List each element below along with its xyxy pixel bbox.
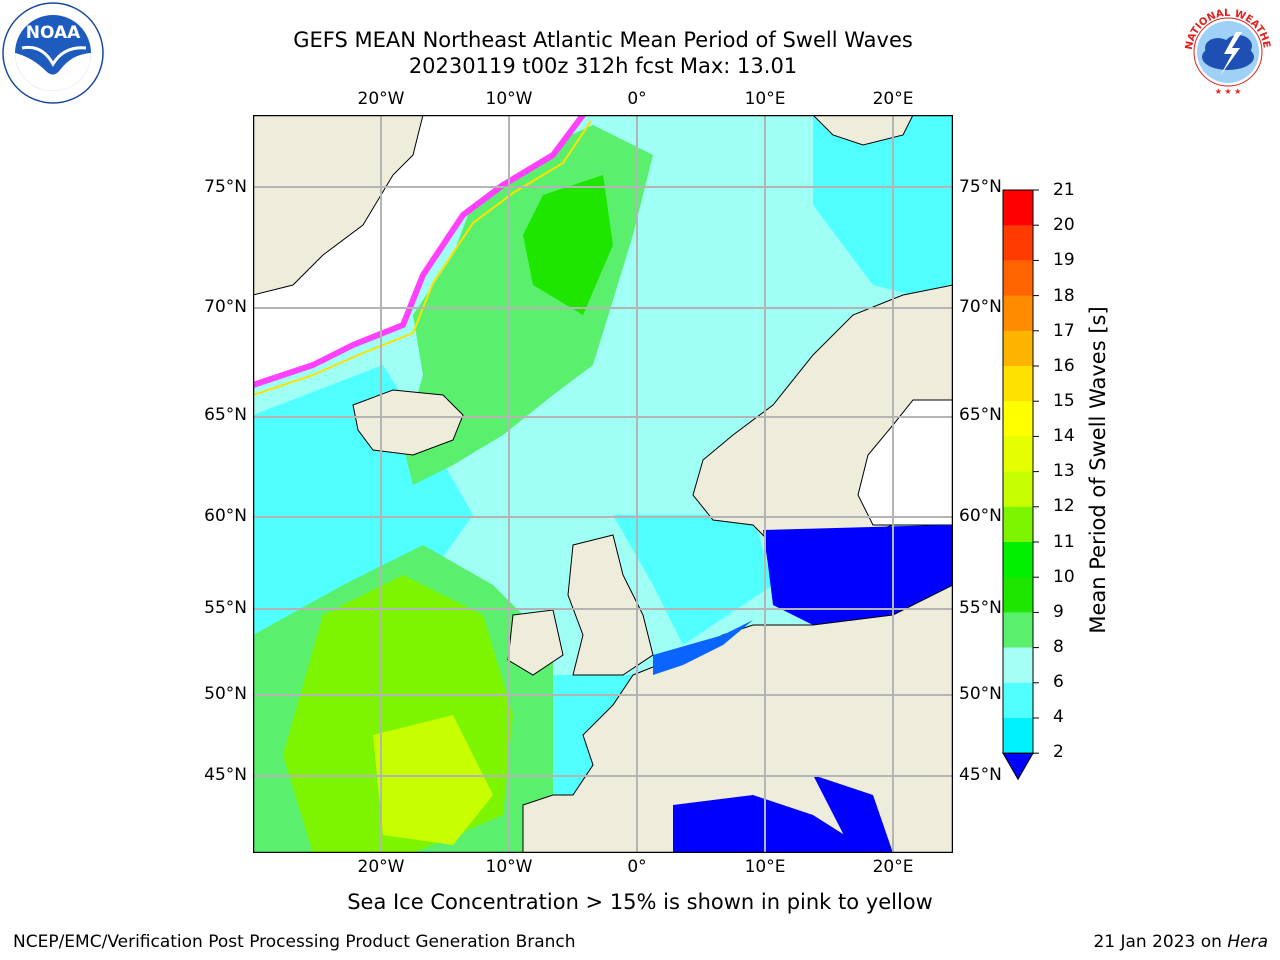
colorbar-band xyxy=(1003,506,1033,543)
colorbar-band xyxy=(1003,225,1033,261)
colorbar-band xyxy=(1003,366,1033,402)
colorbar-band xyxy=(1003,330,1033,367)
ocean-field-yellowgreen xyxy=(373,715,493,845)
ice-edge xyxy=(253,115,586,388)
lat-label-right: 65°N xyxy=(959,405,1002,425)
colorbar-band xyxy=(1003,295,1033,332)
colorbar-tick: 20 xyxy=(1053,215,1075,235)
lat-label-right: 50°N xyxy=(959,684,1002,704)
noaa-logo: NOAA xyxy=(2,2,104,104)
colorbar-tick: 9 xyxy=(1053,602,1064,622)
colorbar-tick: 15 xyxy=(1053,391,1075,411)
lon-label-bottom: 20°W xyxy=(357,857,405,877)
svg-text:★ ★ ★: ★ ★ ★ xyxy=(1215,87,1242,96)
lat-label-right: 75°N xyxy=(959,177,1002,197)
colorbar-band xyxy=(1003,682,1033,719)
colorbar-band xyxy=(1003,260,1033,297)
colorbar-extend xyxy=(1002,752,1034,781)
sea-adriatic xyxy=(813,775,893,853)
lon-label-top: 20°E xyxy=(872,89,914,109)
ice-edge xyxy=(253,120,592,396)
ocean-field-cyan xyxy=(813,115,953,305)
graticule xyxy=(253,115,953,853)
lon-label-top: 20°W xyxy=(357,89,405,109)
lat-label-left: 50°N xyxy=(204,684,247,704)
lon-label-bottom: 20°E xyxy=(872,857,914,877)
lat-label-right: 45°N xyxy=(959,765,1002,785)
lat-label-left: 45°N xyxy=(204,765,247,785)
land-svalbard xyxy=(812,115,914,146)
colorbar-tick: 14 xyxy=(1053,426,1075,446)
colorbar-band xyxy=(1003,612,1033,649)
colorbar-tick: 8 xyxy=(1053,637,1064,657)
swell-period-map xyxy=(253,115,953,853)
lat-label-left: 65°N xyxy=(204,405,247,425)
lat-label-left: 70°N xyxy=(204,297,247,317)
colorbar-tick: 10 xyxy=(1053,567,1075,587)
chart-subtitle: 20230119 t00z 312h fcst Max: 13.01 xyxy=(408,54,798,78)
lat-label-left: 60°N xyxy=(204,506,247,526)
colorbar-tick: 21 xyxy=(1053,180,1075,200)
colorbar-tick: 13 xyxy=(1053,461,1075,481)
colorbar-band xyxy=(1003,577,1033,613)
colorbar-band xyxy=(1003,647,1033,684)
lon-label-top: 0° xyxy=(627,89,647,109)
lon-label-bottom: 10°E xyxy=(744,857,786,877)
lat-label-left: 75°N xyxy=(204,177,247,197)
footer-date: 21 Jan 2023 on Hera xyxy=(1093,932,1268,952)
colorbar-tick: 6 xyxy=(1053,672,1064,692)
lon-label-bottom: 10°W xyxy=(485,857,533,877)
colorbar-tick: 19 xyxy=(1053,250,1075,270)
lon-label-top: 10°W xyxy=(485,89,533,109)
map-frame xyxy=(253,115,953,853)
sea-baltic xyxy=(763,525,953,625)
nws-logo: NATIONAL WEATHER SERVICE ★ ★ ★ xyxy=(1174,0,1278,102)
colorbar-label: Mean Period of Swell Waves [s] xyxy=(1086,306,1110,634)
footer-host: Hera xyxy=(1227,932,1268,952)
colorbar-tick: 17 xyxy=(1053,321,1075,341)
colorbar xyxy=(1002,189,1039,781)
colorbar-tick: 4 xyxy=(1053,707,1064,727)
colorbar-tick: 2 xyxy=(1053,742,1064,762)
sea-ice-caption: Sea Ice Concentration > 15% is shown in … xyxy=(347,890,933,914)
lon-label-top: 10°E xyxy=(744,89,786,109)
lat-label-right: 70°N xyxy=(959,297,1002,317)
colorbar-band xyxy=(1003,718,1033,754)
lat-label-right: 55°N xyxy=(959,598,1002,618)
colorbar-band xyxy=(1003,542,1033,578)
sea-north-sea-south xyxy=(653,620,753,675)
colorbar-tick: 11 xyxy=(1053,532,1075,552)
colorbar-band xyxy=(1003,471,1033,508)
colorbar-tick: 18 xyxy=(1053,286,1075,306)
lon-label-bottom: 0° xyxy=(627,857,647,877)
footer-credit: NCEP/EMC/Verification Post Processing Pr… xyxy=(13,932,576,952)
colorbar-tick: 12 xyxy=(1053,496,1075,516)
sea-mediterranean xyxy=(673,795,873,853)
colorbar-band xyxy=(1003,401,1033,437)
lat-label-right: 60°N xyxy=(959,506,1002,526)
noaa-logo-text: NOAA xyxy=(26,23,81,43)
colorbar-tick: 16 xyxy=(1053,356,1075,376)
ocean-field-cyan xyxy=(613,515,773,645)
lat-label-left: 55°N xyxy=(204,598,247,618)
ocean-field-green xyxy=(523,175,613,315)
region-bothnia xyxy=(857,399,953,526)
chart-title: GEFS MEAN Northeast Atlantic Mean Period… xyxy=(293,28,913,52)
colorbar-band xyxy=(1003,190,1033,226)
footer-date-text: 21 Jan 2023 on xyxy=(1093,932,1228,952)
colorbar-band xyxy=(1003,436,1033,473)
